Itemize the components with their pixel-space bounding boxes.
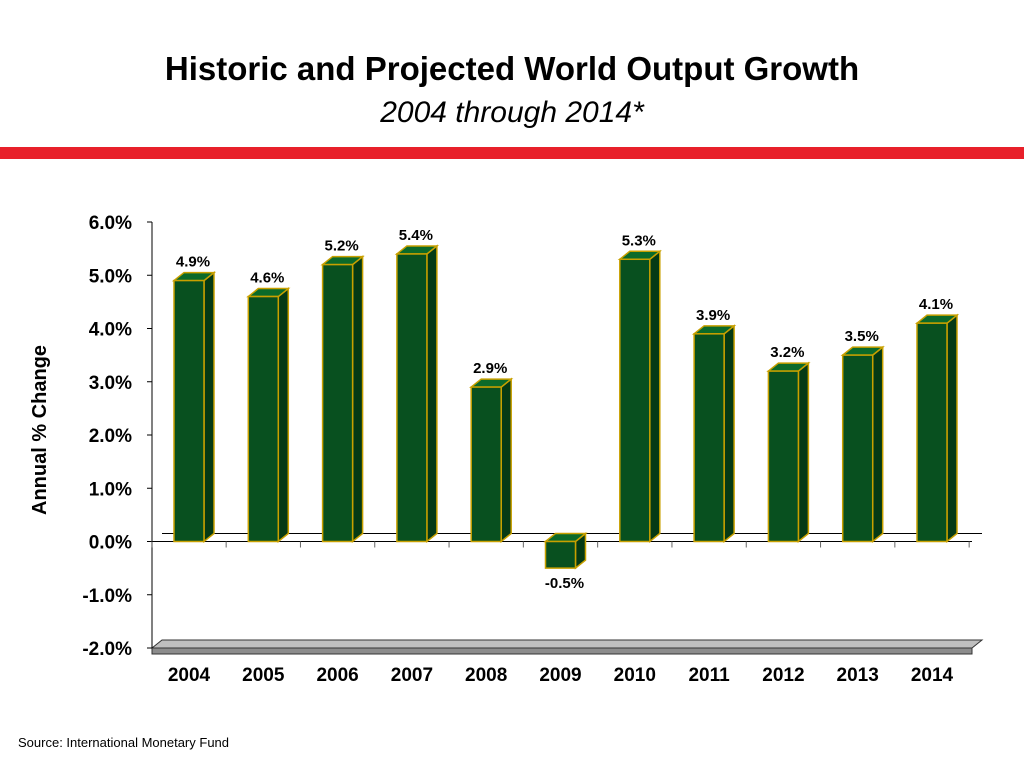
chart-title: Historic and Projected World Output Grow… <box>164 50 860 87</box>
x-tick-label: 2011 <box>688 665 730 686</box>
data-label: 3.9% <box>696 307 730 324</box>
data-label: 2.9% <box>473 360 507 377</box>
bar <box>767 370 800 543</box>
x-tick-label: 2012 <box>762 665 804 686</box>
data-label: 4.9% <box>176 254 210 271</box>
bar <box>247 295 280 543</box>
bar-chart: 6.0% 5.0% 4.0% 3.0% 2.0% 1.0% 0.0% -1.0% -2.0% 4.… <box>29 213 984 686</box>
data-label: 3.2% <box>770 344 804 361</box>
floor-front <box>151 647 973 655</box>
bar <box>841 354 874 543</box>
x-tick-label: 2007 <box>391 665 433 686</box>
data-label: 3.5% <box>845 328 879 345</box>
floor-top <box>150 639 984 649</box>
bar <box>396 253 428 543</box>
bar-side <box>277 286 290 544</box>
bar-side <box>946 313 958 544</box>
bar <box>321 263 354 543</box>
data-label: 5.4% <box>399 227 433 244</box>
bar <box>693 333 725 543</box>
bar <box>173 279 205 543</box>
x-tick-label: 2009 <box>539 665 581 686</box>
bar <box>916 322 948 543</box>
data-label: 4.6% <box>250 270 284 287</box>
bar-side <box>871 345 884 544</box>
bar-side <box>351 255 364 544</box>
y-tick-label: 0.0% <box>89 533 132 554</box>
chart-subtitle: 2004 through 2014* <box>380 96 644 129</box>
y-tick-label: -1.0% <box>82 586 132 607</box>
bar-side <box>500 377 512 544</box>
x-tick-label: 2006 <box>316 665 358 686</box>
x-tick-label: 2005 <box>242 665 285 686</box>
y-tick-label: 6.0% <box>89 213 132 234</box>
y-tick-label: 5.0% <box>89 266 132 287</box>
data-label: -0.5% <box>545 575 584 592</box>
y-axis-title: Annual % Change <box>29 345 51 515</box>
data-label: 5.3% <box>622 232 656 249</box>
bar-side <box>723 324 735 544</box>
bar <box>544 540 577 569</box>
y-tick-label: 1.0% <box>89 479 132 500</box>
x-tick-label: 2008 <box>465 665 507 686</box>
bar <box>470 386 502 543</box>
bar-side <box>797 361 810 544</box>
x-tick-label: 2010 <box>614 665 656 686</box>
data-label: 5.2% <box>324 238 358 255</box>
accent-divider <box>0 147 1024 159</box>
bar-side <box>203 271 215 544</box>
source-note: Source: International Monetary Fund <box>18 735 230 750</box>
y-tick-label: 4.0% <box>89 320 132 341</box>
y-tick-label: -2.0% <box>82 639 132 660</box>
y-tick-label: 3.0% <box>89 373 132 394</box>
x-tick-label: 2013 <box>837 665 879 686</box>
x-tick-label: 2004 <box>168 665 211 686</box>
bar-side <box>649 249 661 544</box>
y-tick-label: 2.0% <box>89 426 132 447</box>
x-tick-label: 2014 <box>911 665 954 686</box>
data-label: 4.1% <box>919 296 953 313</box>
bar-side <box>426 244 438 544</box>
bar <box>619 258 651 543</box>
